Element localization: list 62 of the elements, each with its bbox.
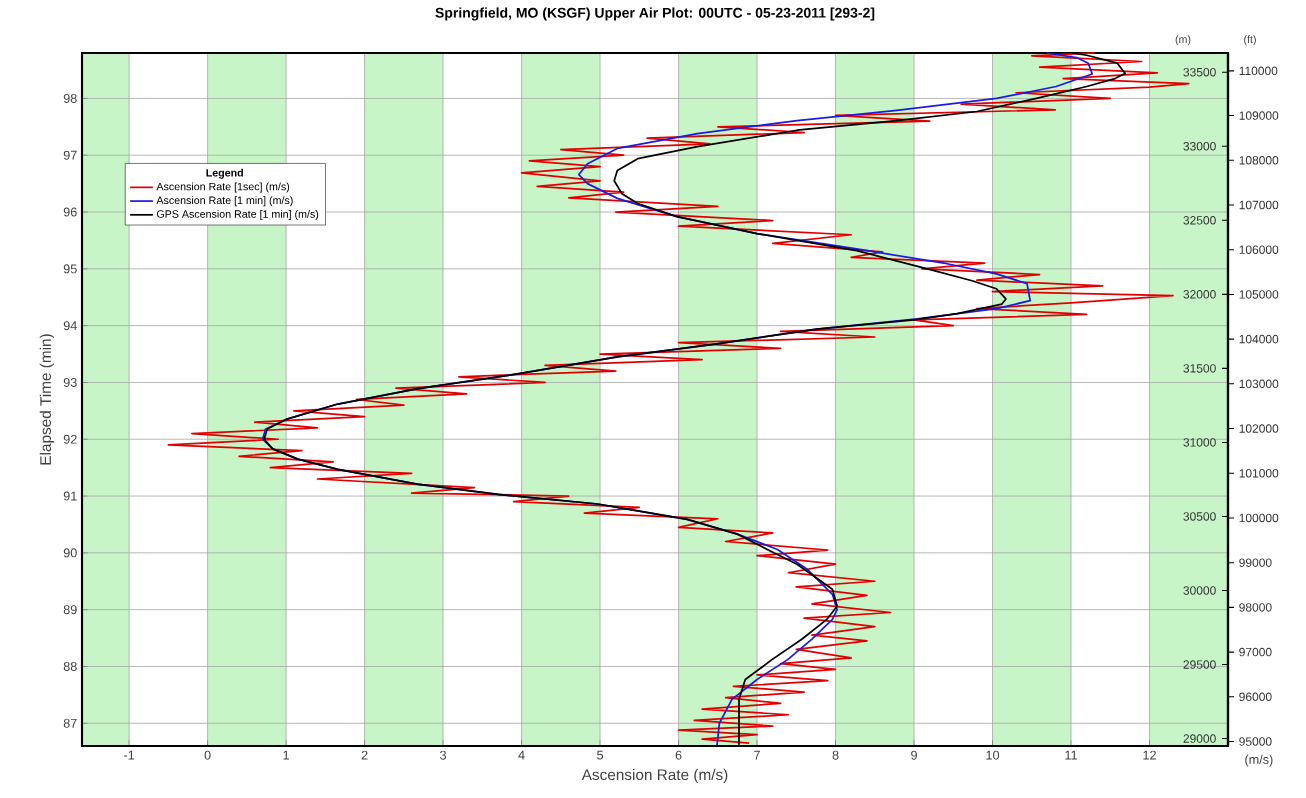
x-tick-label: 2 bbox=[361, 750, 368, 760]
x-tick-label: 11 bbox=[1065, 750, 1077, 760]
y3-tick-label: 99000 bbox=[1239, 558, 1272, 567]
y-tick-label: 94 bbox=[63, 321, 77, 331]
y3-tick-label: 109000 bbox=[1239, 111, 1279, 120]
y2-tick-label: 32500 bbox=[1183, 216, 1216, 225]
y3-tick-label: 106000 bbox=[1239, 245, 1279, 254]
y-tick-label: 93 bbox=[63, 377, 77, 387]
y3-tick-label: 110000 bbox=[1239, 66, 1278, 76]
x-tick-label: 7 bbox=[754, 750, 760, 760]
y-tick-label: 87 bbox=[63, 718, 77, 728]
y2-tick-label: 29500 bbox=[1183, 660, 1216, 669]
y2-axis-title: (m) bbox=[1175, 35, 1191, 46]
y2-tick-label: 31500 bbox=[1183, 364, 1216, 373]
y-tick-label: 88 bbox=[63, 661, 77, 671]
y-tick-label: 89 bbox=[63, 605, 77, 615]
y3-tick-label: 95000 bbox=[1239, 737, 1272, 746]
y3-tick-label: 108000 bbox=[1239, 156, 1279, 165]
x-tick-label: 8 bbox=[832, 750, 839, 760]
x-tick-label: 0 bbox=[204, 750, 211, 760]
y3-tick-label: 98000 bbox=[1239, 603, 1272, 612]
y3-tick-label: 102000 bbox=[1239, 424, 1279, 433]
x-tick-label: 5 bbox=[597, 750, 604, 760]
legend-label: Ascension Rate [1sec] (m/s) bbox=[156, 182, 290, 193]
y-tick-label: 95 bbox=[63, 264, 77, 274]
y-tick-label: 91 bbox=[63, 491, 77, 501]
y2-tick-label: 33000 bbox=[1183, 142, 1216, 151]
y2-tick-label: 31000 bbox=[1183, 438, 1216, 447]
y2-tick-label: 30500 bbox=[1183, 512, 1216, 521]
y3-axis-title: (ft) bbox=[1244, 35, 1256, 46]
y3-tick-label: 105000 bbox=[1239, 290, 1279, 299]
y3-tick-label: 101000 bbox=[1239, 469, 1279, 478]
x-tick-label: 10 bbox=[986, 750, 1000, 760]
y-tick-label: 90 bbox=[63, 548, 77, 558]
text: (m/s) bbox=[1245, 754, 1273, 767]
y2-tick-label: 32000 bbox=[1183, 290, 1216, 299]
y3-tick-label: 97000 bbox=[1239, 647, 1272, 657]
y3-tick-label: 96000 bbox=[1239, 692, 1272, 702]
y2-tick-label: 33500 bbox=[1183, 67, 1216, 77]
y-tick-label: 98 bbox=[63, 93, 77, 103]
y3-tick-label: 100000 bbox=[1239, 513, 1279, 523]
x-tick-label: 6 bbox=[675, 750, 682, 760]
y3-tick-label: 104000 bbox=[1239, 334, 1279, 344]
y-tick-label: 96 bbox=[63, 207, 77, 217]
y2-tick-label: 30000 bbox=[1183, 586, 1216, 595]
y3-tick-label: 107000 bbox=[1239, 200, 1279, 210]
x-tick-label: 1 bbox=[283, 750, 289, 760]
chart-title: Springfield, MO (KSGF) Upper Air Plot: 00UTC - 05-23-2011 [293-2] bbox=[435, 7, 875, 21]
y3-tick-label: 103000 bbox=[1239, 379, 1279, 389]
legend-label: GPS Ascension Rate [1 min] (m/s) bbox=[156, 209, 319, 220]
x-tick-label: 12 bbox=[1143, 750, 1156, 760]
x-tick-label: 4 bbox=[518, 750, 525, 760]
x-axis-title: Ascension Rate (m/s) bbox=[581, 768, 728, 784]
y-tick-label: 92 bbox=[63, 434, 77, 444]
x-tick-label: 3 bbox=[440, 750, 447, 760]
legend-title: Legend bbox=[206, 168, 243, 179]
x-tick-label: 9 bbox=[911, 750, 917, 760]
y2-tick-label: 29000 bbox=[1183, 734, 1216, 743]
y-axis-title: Elapsed Time (min) bbox=[39, 334, 55, 465]
x-tick-label: -1 bbox=[124, 750, 135, 760]
legend-label: Ascension Rate [1 min] (m/s) bbox=[156, 196, 293, 207]
y-tick-label: 97 bbox=[63, 150, 77, 160]
